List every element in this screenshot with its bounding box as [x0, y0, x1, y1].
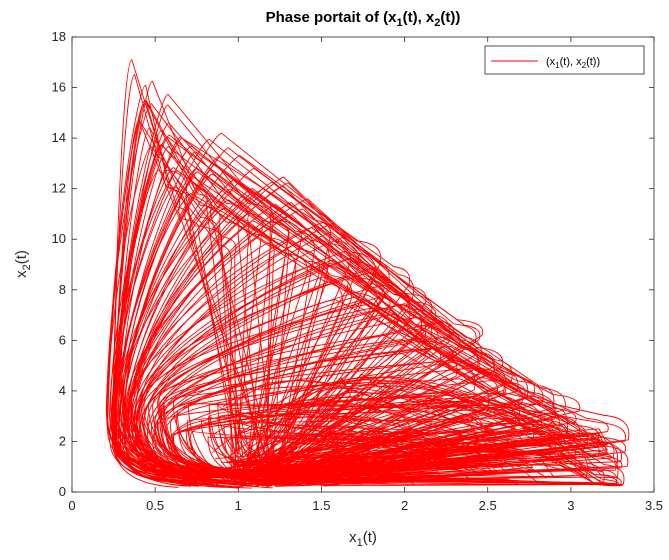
x-tick-label: 3 — [567, 498, 574, 513]
trajectory-segment-13 — [106, 146, 237, 484]
trajectory-segment-95 — [160, 317, 566, 480]
x-tick-label: 0.5 — [146, 498, 164, 513]
trajectory-segment-220 — [318, 385, 539, 424]
trajectory-segment-194 — [257, 436, 359, 479]
trajectory-segment-223 — [212, 424, 469, 469]
trajectory-segment-91 — [154, 303, 526, 488]
trajectory-segment-28 — [117, 177, 321, 483]
y-tick-label: 6 — [59, 332, 66, 347]
trajectory-segment-212 — [275, 387, 516, 430]
legend-box — [484, 45, 645, 75]
trajectory-segment-92 — [150, 332, 556, 481]
trajectory-segment-192 — [261, 436, 454, 483]
trajectory-segment-176 — [236, 433, 608, 484]
x-axis-ticks: 0 0.5 1 1.5 2 2.5 3 3.5 — [68, 37, 663, 513]
trajectory-segment-105 — [176, 346, 569, 480]
trajectory-segment-213 — [287, 391, 512, 436]
y-tick-label: 8 — [59, 282, 66, 297]
trajectory-segment-195 — [222, 380, 445, 423]
trajectory-segment-200 — [244, 435, 465, 473]
x-tick-label: 2 — [401, 498, 408, 513]
trajectory-segment-163 — [248, 443, 559, 476]
trajectory-segment-218 — [211, 413, 476, 452]
trajectory-segment-73 — [137, 283, 495, 481]
trajectory-segment-8 — [113, 119, 266, 488]
trajectory-segment-29 — [115, 193, 329, 487]
trajectory-segment-130 — [235, 410, 622, 485]
y-tick-label: 10 — [52, 231, 66, 246]
x-tick-label: 1.5 — [312, 498, 330, 513]
axes-box — [71, 36, 655, 493]
trajectory-segment-204 — [250, 415, 514, 454]
trajectory-segment-214 — [244, 399, 483, 442]
trajectory-segment-208 — [321, 396, 579, 440]
y-axis-label: x2(t) — [13, 250, 33, 278]
trajectory-segment-18 — [114, 146, 290, 477]
y-tick-label: 2 — [59, 433, 66, 448]
trajectory-segment-118 — [186, 409, 617, 487]
legend: (x1(t), x2(t)) — [484, 45, 645, 75]
trajectory-segment-90 — [152, 304, 536, 487]
trajectory-segment-109 — [178, 391, 577, 475]
x-tick-label: 1 — [235, 498, 242, 513]
x-tick-label: 3.5 — [645, 498, 663, 513]
trajectory-segment-70 — [131, 236, 481, 481]
trajectory-segment-30 — [113, 138, 360, 484]
trajectory-segment-207 — [303, 430, 538, 472]
trajectory-segment-110 — [170, 360, 609, 489]
trajectory-segment-161 — [244, 459, 499, 483]
trajectory-segment-190 — [225, 377, 351, 479]
trajectory-segment-60 — [130, 198, 451, 488]
y-tick-label: 16 — [52, 80, 66, 95]
trajectory-segment-106 — [172, 359, 580, 486]
trajectory-segment-216 — [341, 397, 562, 441]
y-tick-label: 12 — [52, 181, 66, 196]
x-axis-label: x1(t) — [349, 529, 377, 549]
trajectory-segment-219 — [274, 382, 512, 422]
trajectory-segment-203 — [316, 406, 520, 447]
trajectory-segment-158 — [293, 453, 588, 481]
trajectory-segment-52 — [126, 204, 427, 486]
trajectory-segment-205 — [315, 382, 531, 427]
trajectory-segment-221 — [277, 415, 498, 460]
y-axis-ticks: 0 2 4 6 8 10 12 14 16 18 — [52, 29, 654, 499]
trajectory-segment-115 — [190, 379, 615, 487]
x-tick-label: 2.5 — [479, 498, 497, 513]
trajectory-layer — [105, 59, 630, 489]
trajectory-segment-46 — [123, 167, 415, 485]
trajectory-segment-209 — [296, 379, 535, 415]
trajectory-segment-126 — [223, 417, 625, 485]
trajectory-segment-187 — [225, 457, 554, 485]
trajectory-segment-75 — [143, 257, 504, 478]
trajectory-segment-81 — [138, 267, 507, 477]
trajectory-segment-189 — [230, 478, 519, 485]
trajectory-segment-102 — [159, 347, 577, 487]
trajectory-segment-185 — [228, 421, 529, 482]
y-tick-label: 0 — [59, 484, 66, 499]
y-tick-label: 14 — [52, 130, 66, 145]
trajectory-segment-196 — [265, 425, 471, 469]
y-tick-label: 4 — [59, 383, 66, 398]
trajectory-segment-57 — [135, 185, 439, 485]
trajectory-segment-103 — [157, 360, 569, 482]
trajectory-segment-82 — [139, 299, 505, 482]
trajectory-segment-79 — [147, 304, 490, 485]
trajectory-segment-101 — [162, 336, 581, 484]
chart-title: Phase portait of (x1(t), x2(t)) — [266, 9, 461, 29]
x-tick-label: 0 — [68, 498, 75, 513]
trajectory-segment-206 — [327, 435, 571, 472]
trajectory-segment-184 — [224, 428, 431, 483]
trajectory-segment-65 — [138, 222, 484, 481]
trajectory-segment-224 — [270, 430, 479, 475]
legend-label: (x1(t), x2(t)) — [546, 56, 600, 70]
trajectory-segment-211 — [228, 380, 433, 423]
trajectory-segment-182 — [280, 437, 587, 475]
trajectory-segment-149 — [267, 373, 385, 487]
y-tick-label: 18 — [52, 29, 66, 44]
